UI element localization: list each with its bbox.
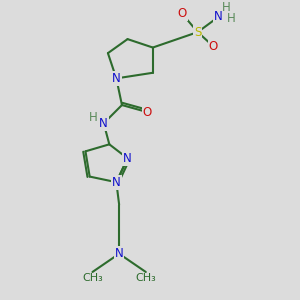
Text: O: O xyxy=(178,8,187,20)
Text: N: N xyxy=(112,72,121,85)
Text: H: H xyxy=(222,1,231,14)
Text: CH₃: CH₃ xyxy=(82,272,103,283)
Text: H: H xyxy=(227,12,236,25)
Text: N: N xyxy=(214,10,223,23)
Text: S: S xyxy=(194,26,201,39)
Text: N: N xyxy=(123,152,132,165)
Text: N: N xyxy=(115,247,124,260)
Text: N: N xyxy=(112,176,121,189)
Text: N: N xyxy=(99,117,108,130)
Text: H: H xyxy=(89,111,98,124)
Text: O: O xyxy=(208,40,218,52)
Text: CH₃: CH₃ xyxy=(135,272,156,283)
Text: O: O xyxy=(142,106,152,118)
